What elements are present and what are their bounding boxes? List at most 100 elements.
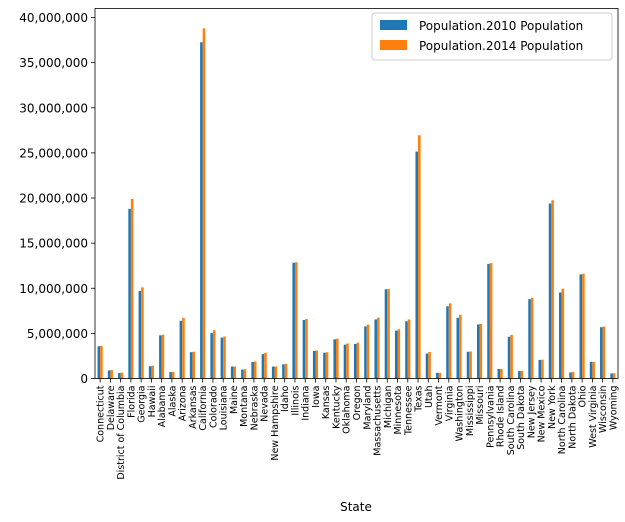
- bars-group: [97, 28, 616, 379]
- bar-2014-north-carolina: [561, 288, 565, 379]
- bar-2010-oklahoma: [343, 344, 347, 379]
- x-tick-label: Delaware: [106, 385, 117, 430]
- bar-2010-new-hampshire: [271, 366, 275, 379]
- plot-frame: [94, 8, 619, 379]
- bar-2014-new-mexico: [541, 359, 544, 379]
- bar-2010-oregon: [353, 343, 357, 379]
- x-axis: Connecticut Delaware District of Columbia F…: [96, 378, 619, 480]
- bar-2010-new-mexico: [538, 359, 542, 379]
- bar-2010-michigan: [384, 289, 388, 379]
- bar-2014-virginia: [448, 303, 452, 379]
- bar-2014-new-jersey: [530, 297, 534, 379]
- x-tick-label: Pennsylvania: [485, 386, 496, 448]
- legend-swatch-2010: [380, 20, 407, 30]
- bar-2014-washington: [459, 314, 462, 379]
- bar-2010-alaska: [169, 372, 172, 379]
- x-tick-label: Washington: [455, 386, 466, 442]
- bar-2010-washington: [456, 317, 460, 379]
- bar-2014-montana: [243, 369, 247, 379]
- bar-2014-alabama: [161, 334, 165, 379]
- bar-2014-wyoming: [612, 373, 616, 379]
- bar-2010-missouri: [477, 324, 480, 379]
- bar-2010-delaware: [107, 370, 111, 379]
- bar-2010-louisiana: [220, 337, 224, 379]
- y-tick-label: 30,000,000: [19, 101, 88, 115]
- bar-2014-district-of-columbia: [120, 372, 124, 379]
- bar-2010-maine: [230, 366, 234, 379]
- x-tick-label: Hawaii: [147, 386, 158, 418]
- bar-2014-hawaii: [151, 365, 154, 379]
- bar-2014-west-virginia: [592, 361, 595, 379]
- bar-2014-georgia: [141, 287, 144, 379]
- bar-2010-arizona: [179, 320, 183, 379]
- bar-2014-nevada: [264, 352, 267, 379]
- bar-2014-new-hampshire: [274, 366, 278, 379]
- bar-2010-nebraska: [251, 362, 254, 379]
- bar-2010-kentucky: [333, 339, 336, 379]
- bar-2010-alabama: [159, 335, 162, 379]
- bar-2014-missouri: [479, 323, 483, 379]
- bar-2010-florida: [128, 208, 131, 379]
- x-tick-label: Nevada: [260, 386, 271, 422]
- bar-2014-delaware: [110, 370, 113, 379]
- x-tick-label: Virginia: [444, 386, 455, 422]
- bar-2014-arizona: [182, 317, 185, 379]
- legend-label-2010: Population.2010 Population: [419, 19, 583, 33]
- x-tick-label: Louisiana: [219, 386, 230, 431]
- bar-2014-oklahoma: [346, 343, 349, 379]
- x-tick-label: Iowa: [311, 386, 322, 408]
- legend-frame: [371, 12, 613, 61]
- bar-2010-wisconsin: [600, 327, 603, 379]
- bar-2010-georgia: [138, 291, 142, 379]
- x-tick-label: Minnesota: [393, 386, 404, 435]
- x-tick-label: Arizona: [178, 386, 189, 422]
- x-tick-label: Arkansas: [188, 385, 199, 428]
- y-tick-label: 25,000,000: [19, 146, 88, 160]
- y-axis: 0 5,000,000 10,000,000 15,000,000 20,000,000…: [19, 11, 95, 386]
- legend: Population.2010 Population Population.20…: [371, 12, 613, 61]
- bar-2010-kansas: [323, 352, 326, 379]
- bar-2010-virginia: [446, 306, 449, 379]
- bar-2014-connecticut: [100, 346, 103, 379]
- bar-2014-south-dakota: [520, 370, 524, 379]
- x-tick-label: New York: [547, 385, 558, 429]
- bar-2014-new-york: [551, 200, 554, 379]
- bar-2010-new-york: [548, 203, 552, 379]
- bar-2010-colorado: [210, 333, 213, 379]
- bar-2014-tennessee: [407, 319, 411, 379]
- x-tick-label: Rhode Island: [496, 385, 507, 447]
- legend-swatch-2014: [380, 40, 407, 50]
- x-tick-label: New Jersey: [526, 385, 537, 438]
- x-tick-label: Massachusetts: [373, 385, 384, 455]
- bar-2014-indiana: [305, 318, 308, 379]
- x-tick-label: North Carolina: [557, 386, 568, 455]
- bar-2014-ohio: [582, 273, 585, 379]
- x-tick-label: Connecticut: [96, 385, 107, 442]
- bar-2014-south-carolina: [510, 334, 513, 379]
- x-tick-label: Utah: [424, 386, 435, 409]
- x-tick-label: Georgia: [137, 386, 148, 423]
- bar-2010-utah: [425, 353, 429, 379]
- bar-2010-mississippi: [466, 351, 470, 379]
- bar-2014-maryland: [366, 324, 370, 379]
- bar-2014-north-dakota: [571, 371, 575, 379]
- x-tick-label: Colorado: [208, 385, 219, 428]
- bar-2014-arkansas: [192, 351, 195, 379]
- y-tick-label: 20,000,000: [19, 192, 88, 206]
- y-tick-label: 15,000,000: [19, 237, 88, 251]
- bar-2014-florida: [130, 198, 134, 379]
- bar-2014-mississippi: [469, 351, 472, 379]
- bar-2014-pennsylvania: [489, 263, 493, 379]
- bar-2014-maine: [233, 366, 236, 379]
- x-tick-label: Indiana: [301, 386, 312, 421]
- x-tick-label: Maine: [229, 385, 240, 414]
- bar-2014-rhode-island: [500, 368, 503, 379]
- bar-2014-minnesota: [397, 329, 401, 379]
- bar-2010-wyoming: [610, 373, 613, 379]
- bar-2010-west-virginia: [589, 361, 593, 379]
- bar-2014-louisiana: [223, 336, 226, 379]
- bar-2010-montana: [241, 369, 244, 379]
- bar-2014-kansas: [325, 352, 329, 379]
- bar-2010-pennsylvania: [487, 263, 490, 379]
- bar-2010-north-carolina: [559, 292, 562, 379]
